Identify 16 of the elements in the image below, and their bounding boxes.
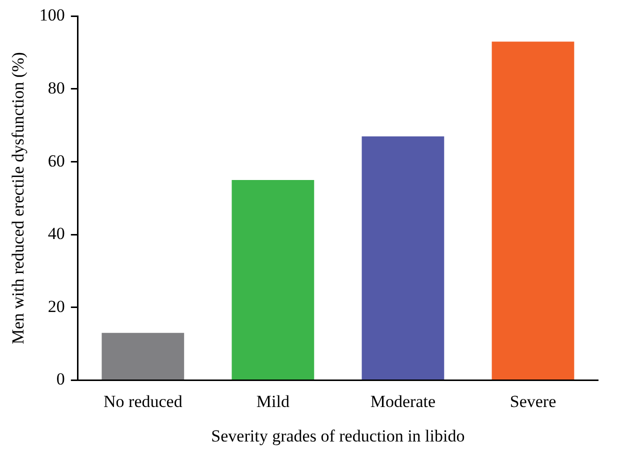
x-tick-label: Mild — [256, 392, 290, 411]
x-tick-label: Severe — [510, 392, 556, 411]
x-tick-label: Moderate — [370, 392, 436, 411]
y-tick-label: 60 — [48, 151, 65, 170]
x-tick-label: No reduced — [104, 392, 183, 411]
y-tick-label: 100 — [39, 6, 65, 25]
bar — [492, 42, 574, 380]
x-axis-title: Severity grades of reduction in libido — [211, 426, 465, 446]
bar — [102, 332, 184, 380]
y-tick-label: 40 — [48, 224, 65, 244]
y-axis-title: Men with reduced erectile dysfunction (%) — [8, 52, 28, 344]
y-tick-label: 20 — [48, 296, 65, 316]
bar — [232, 180, 314, 380]
bar — [362, 136, 444, 380]
y-tick-label: 80 — [48, 78, 65, 98]
y-tick-label: 0 — [56, 370, 65, 389]
